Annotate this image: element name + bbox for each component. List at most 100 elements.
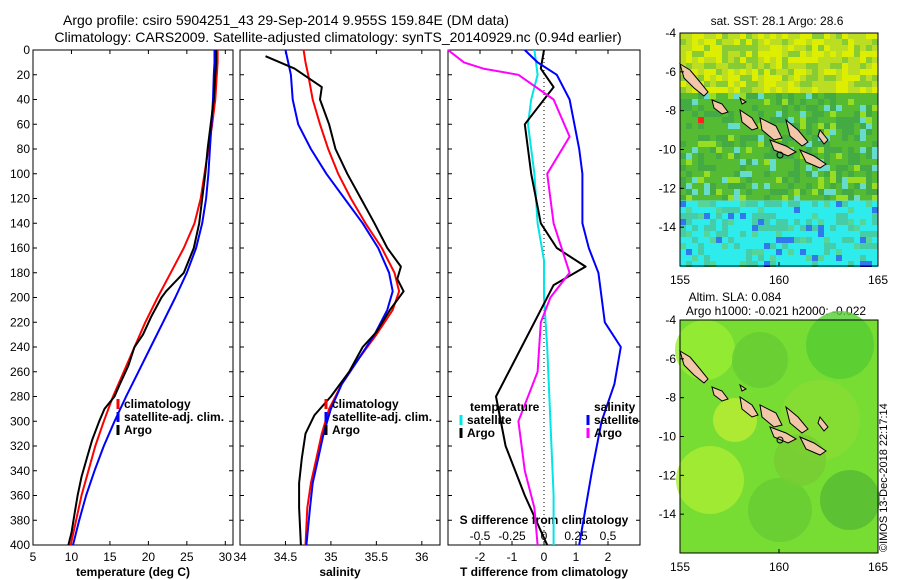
sst-map-cell [680, 111, 686, 117]
sst-map-cell [698, 57, 704, 63]
sst-map-title: sat. SST: 28.1 Argo: 28.6 [711, 14, 844, 28]
sst-map-cell [872, 69, 878, 75]
sst-map-cell [758, 153, 764, 159]
map-lat-tick-label: -10 [659, 143, 677, 157]
sla-field-blob [675, 320, 735, 380]
temperature-series-satellite-adj-clim- [72, 50, 216, 546]
sst-map-cell [686, 111, 692, 117]
sst-map-cell [806, 183, 812, 189]
sst-map-cell [746, 63, 752, 69]
sst-map-cell [764, 159, 770, 165]
sst-map-cell [794, 93, 800, 99]
sst-map-cell [824, 99, 830, 105]
sst-map-cell [806, 171, 812, 177]
sst-map-cell [842, 129, 848, 135]
sst-map-cell [680, 177, 686, 183]
sst-map-cell [764, 69, 770, 75]
sst-map-cell [776, 165, 782, 171]
sst-map-cell [842, 171, 848, 177]
sst-map-cell [692, 99, 698, 105]
sst-map-cell [692, 105, 698, 111]
island-landmass [817, 128, 829, 145]
sst-map-cell [752, 57, 758, 63]
sst-map-cell [854, 189, 860, 195]
sst-map-cell [854, 105, 860, 111]
sst-map-cell [782, 99, 788, 105]
sst-map-cell [692, 135, 698, 141]
sst-map-cell [734, 69, 740, 75]
sst-map-cell [836, 135, 842, 141]
sst-map-cell [860, 153, 866, 159]
sst-map-cell [830, 135, 836, 141]
sst-map-cell [842, 177, 848, 183]
sst-map-cell [680, 87, 686, 93]
sst-map-cell [734, 159, 740, 165]
sst-map-cell [812, 105, 818, 111]
sst-map-cell [740, 183, 746, 189]
sst-map-cell [710, 57, 716, 63]
sst-map-cell [728, 195, 734, 201]
sst-map-cell [722, 63, 728, 69]
sst-map-cell [770, 93, 776, 99]
island-landmass [798, 149, 827, 169]
sst-map-cell [866, 51, 872, 57]
sst-map-cell [818, 99, 824, 105]
sst-map-cell [848, 153, 854, 159]
sst-map-cell [842, 123, 848, 129]
sst-map-cell [752, 51, 758, 57]
difference-x2tick-label: 0.25 [564, 529, 588, 543]
sst-map-cell [836, 63, 842, 69]
sst-map-cell [854, 129, 860, 135]
sst-map-cell [764, 99, 770, 105]
sst-map-cell [740, 93, 746, 99]
depth-tick-label: 360 [10, 489, 30, 503]
difference-legend-salinity-label: Argo [594, 426, 622, 440]
sst-map-cell [866, 39, 872, 45]
sst-map-cell [764, 141, 770, 147]
sst-map-cell [806, 195, 812, 201]
sst-map-cell [818, 147, 824, 153]
sst-map-cell [686, 171, 692, 177]
sst-map-cell [818, 69, 824, 75]
sst-map-cell [872, 171, 878, 177]
sst-map-cell [686, 123, 692, 129]
sst-map-cell [758, 75, 764, 81]
sst-map-cell [764, 153, 770, 159]
sst-map-cell [746, 99, 752, 105]
sst-map-cell [800, 123, 806, 129]
sst-map-cell [782, 93, 788, 99]
sst-map-cell [836, 123, 842, 129]
sst-map-cell [698, 177, 704, 183]
sst-map-cell [740, 81, 746, 87]
sst-map-cell [794, 33, 800, 39]
sst-map-cell [812, 153, 818, 159]
sst-map-cell [824, 159, 830, 165]
sst-map-cell [728, 153, 734, 159]
sst-map-cell [776, 45, 782, 51]
salinity-legend-label: climatology [332, 397, 399, 411]
sst-map-cell [686, 135, 692, 141]
sst-map-cell [704, 189, 710, 195]
island-landmass [769, 426, 798, 444]
sst-map-cell [752, 87, 758, 93]
sst-map-cell [752, 183, 758, 189]
sst-map-cell [680, 33, 686, 39]
sst-map-cell [818, 39, 824, 45]
sst-map-cell [770, 159, 776, 165]
sst-map-cell [782, 117, 788, 123]
sst-map-cell [752, 105, 758, 111]
sst-map-cell [818, 189, 824, 195]
sst-map-cool-region [680, 200, 878, 266]
sst-map-cell [836, 159, 842, 165]
imos-stamp: ©IMOS 13-Dec-2018 22:17:14 [878, 403, 898, 572]
sst-map-cell [860, 63, 866, 69]
sst-map-cell [710, 33, 716, 39]
temperature-xtick-label: 25 [180, 550, 194, 564]
sst-map-cell [800, 177, 806, 183]
sst-map-cell [794, 159, 800, 165]
difference-legend-salinity-title: salinity [594, 400, 636, 414]
sst-map-cell [836, 39, 842, 45]
sst-map-cell [800, 63, 806, 69]
sst-map-cell [836, 33, 842, 39]
sst-map-cell [680, 171, 686, 177]
